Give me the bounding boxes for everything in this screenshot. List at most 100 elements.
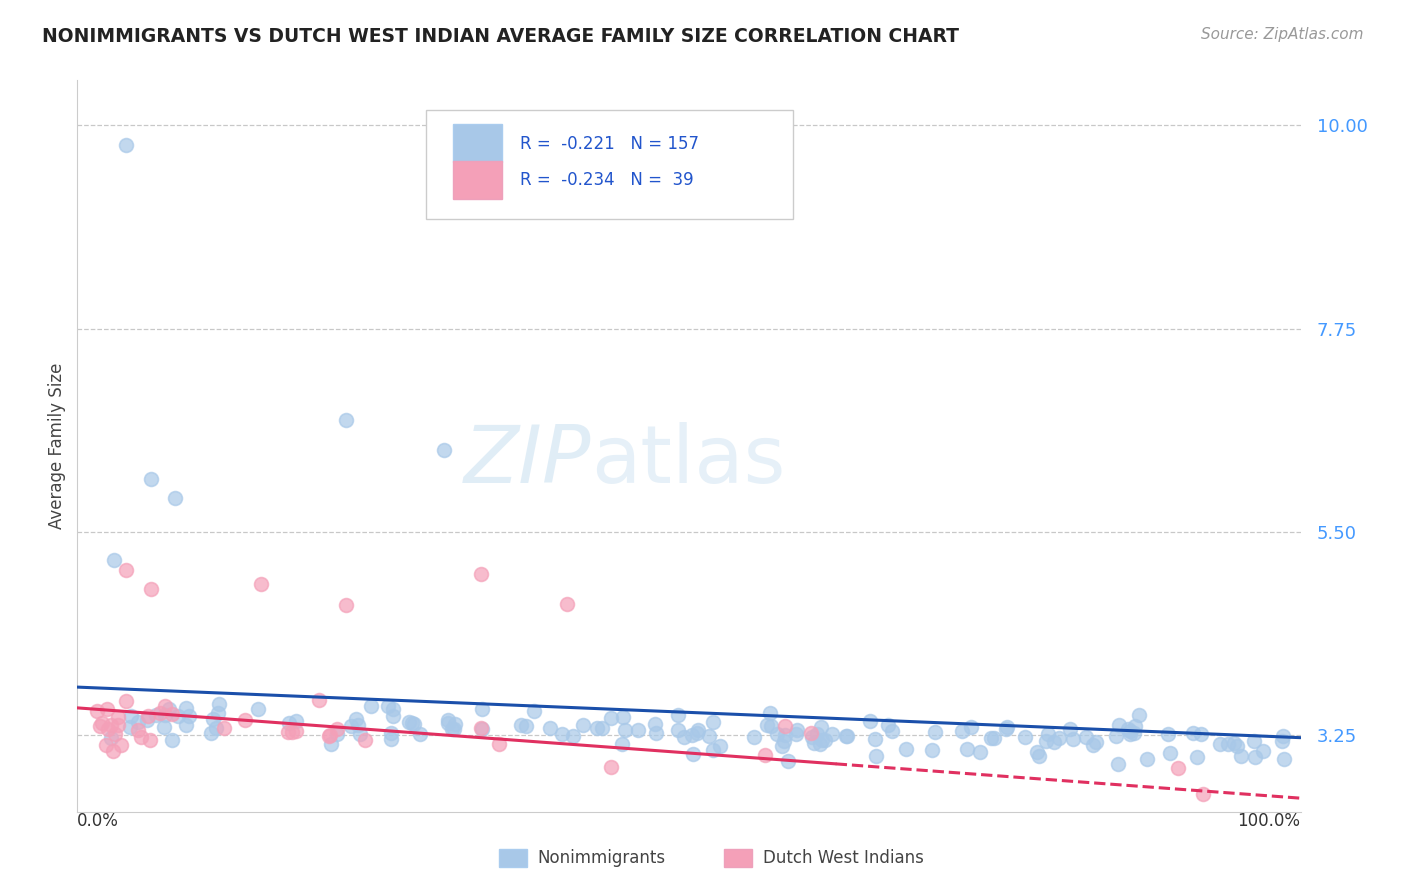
Point [1191, 787, 1213, 801]
Point [924, 724, 946, 739]
Text: Source: ZipAtlas.com: Source: ZipAtlas.com [1201, 27, 1364, 42]
Point [176, 718, 198, 732]
Point [96, 702, 118, 716]
Point [94, 738, 117, 752]
Point [1074, 730, 1097, 744]
Point [208, 697, 231, 711]
Point [200, 726, 222, 740]
Point [433, 442, 456, 457]
Point [1125, 719, 1147, 733]
Point [86, 704, 108, 718]
Point [160, 707, 183, 722]
Point [538, 721, 561, 735]
Text: ZIP: ZIP [464, 422, 591, 500]
Point [354, 733, 377, 747]
Text: 100.0%: 100.0% [1237, 812, 1301, 830]
Point [100, 718, 122, 732]
Point [668, 723, 690, 737]
Text: Nonimmigrants: Nonimmigrants [537, 849, 665, 867]
Point [380, 725, 402, 739]
Point [319, 728, 342, 742]
Point [153, 707, 176, 722]
Point [773, 719, 796, 733]
Point [149, 706, 172, 721]
FancyBboxPatch shape [453, 124, 502, 162]
Point [523, 704, 546, 718]
Point [742, 730, 765, 744]
Point [471, 722, 494, 736]
Point [115, 563, 138, 577]
Point [551, 726, 574, 740]
Point [1189, 727, 1212, 741]
Point [599, 759, 621, 773]
Point [1108, 718, 1130, 732]
Point [702, 714, 724, 729]
Point [555, 597, 578, 611]
Point [1116, 722, 1139, 736]
Point [801, 730, 824, 744]
Point [308, 693, 330, 707]
Point [810, 738, 832, 752]
Point [160, 732, 183, 747]
Point [1035, 734, 1057, 748]
Point [488, 737, 510, 751]
Point [810, 720, 832, 734]
Point [165, 491, 187, 505]
Point [983, 731, 1005, 745]
Point [127, 714, 149, 729]
Point [1243, 749, 1265, 764]
Point [1062, 731, 1084, 746]
Point [349, 727, 371, 741]
Point [278, 716, 301, 731]
Point [326, 727, 349, 741]
Point [591, 721, 613, 735]
Point [1104, 729, 1126, 743]
Point [157, 702, 180, 716]
Point [408, 727, 430, 741]
Point [284, 723, 307, 738]
Point [436, 713, 458, 727]
Point [1118, 723, 1140, 738]
Point [167, 708, 190, 723]
Text: NONIMMIGRANTS VS DUTCH WEST INDIAN AVERAGE FAMILY SIZE CORRELATION CHART: NONIMMIGRANTS VS DUTCH WEST INDIAN AVERA… [42, 27, 959, 45]
Point [1209, 737, 1232, 751]
Point [326, 722, 349, 736]
Point [285, 714, 308, 728]
Point [894, 742, 917, 756]
Point [114, 694, 136, 708]
Point [803, 736, 825, 750]
Point [1084, 735, 1107, 749]
Point [91, 715, 114, 730]
Point [437, 716, 460, 731]
Point [613, 723, 636, 737]
Point [950, 723, 973, 738]
Point [139, 733, 162, 747]
Point [443, 717, 465, 731]
Point [277, 724, 299, 739]
Point [103, 552, 125, 566]
Point [136, 708, 159, 723]
Point [666, 708, 689, 723]
Point [139, 582, 162, 596]
Point [470, 721, 492, 735]
Point [280, 725, 302, 739]
FancyBboxPatch shape [426, 110, 793, 219]
Point [599, 710, 621, 724]
Point [699, 729, 721, 743]
Point [686, 723, 709, 737]
Point [339, 718, 361, 732]
Point [153, 720, 176, 734]
Point [1272, 752, 1295, 766]
Point [980, 731, 1002, 745]
Point [1047, 731, 1070, 746]
Point [859, 714, 882, 728]
Point [201, 712, 224, 726]
Point [1026, 745, 1049, 759]
Point [1271, 734, 1294, 748]
Point [755, 718, 778, 732]
Point [610, 737, 633, 751]
Point [644, 716, 666, 731]
Point [1028, 748, 1050, 763]
Point [104, 727, 127, 741]
Point [785, 727, 807, 741]
